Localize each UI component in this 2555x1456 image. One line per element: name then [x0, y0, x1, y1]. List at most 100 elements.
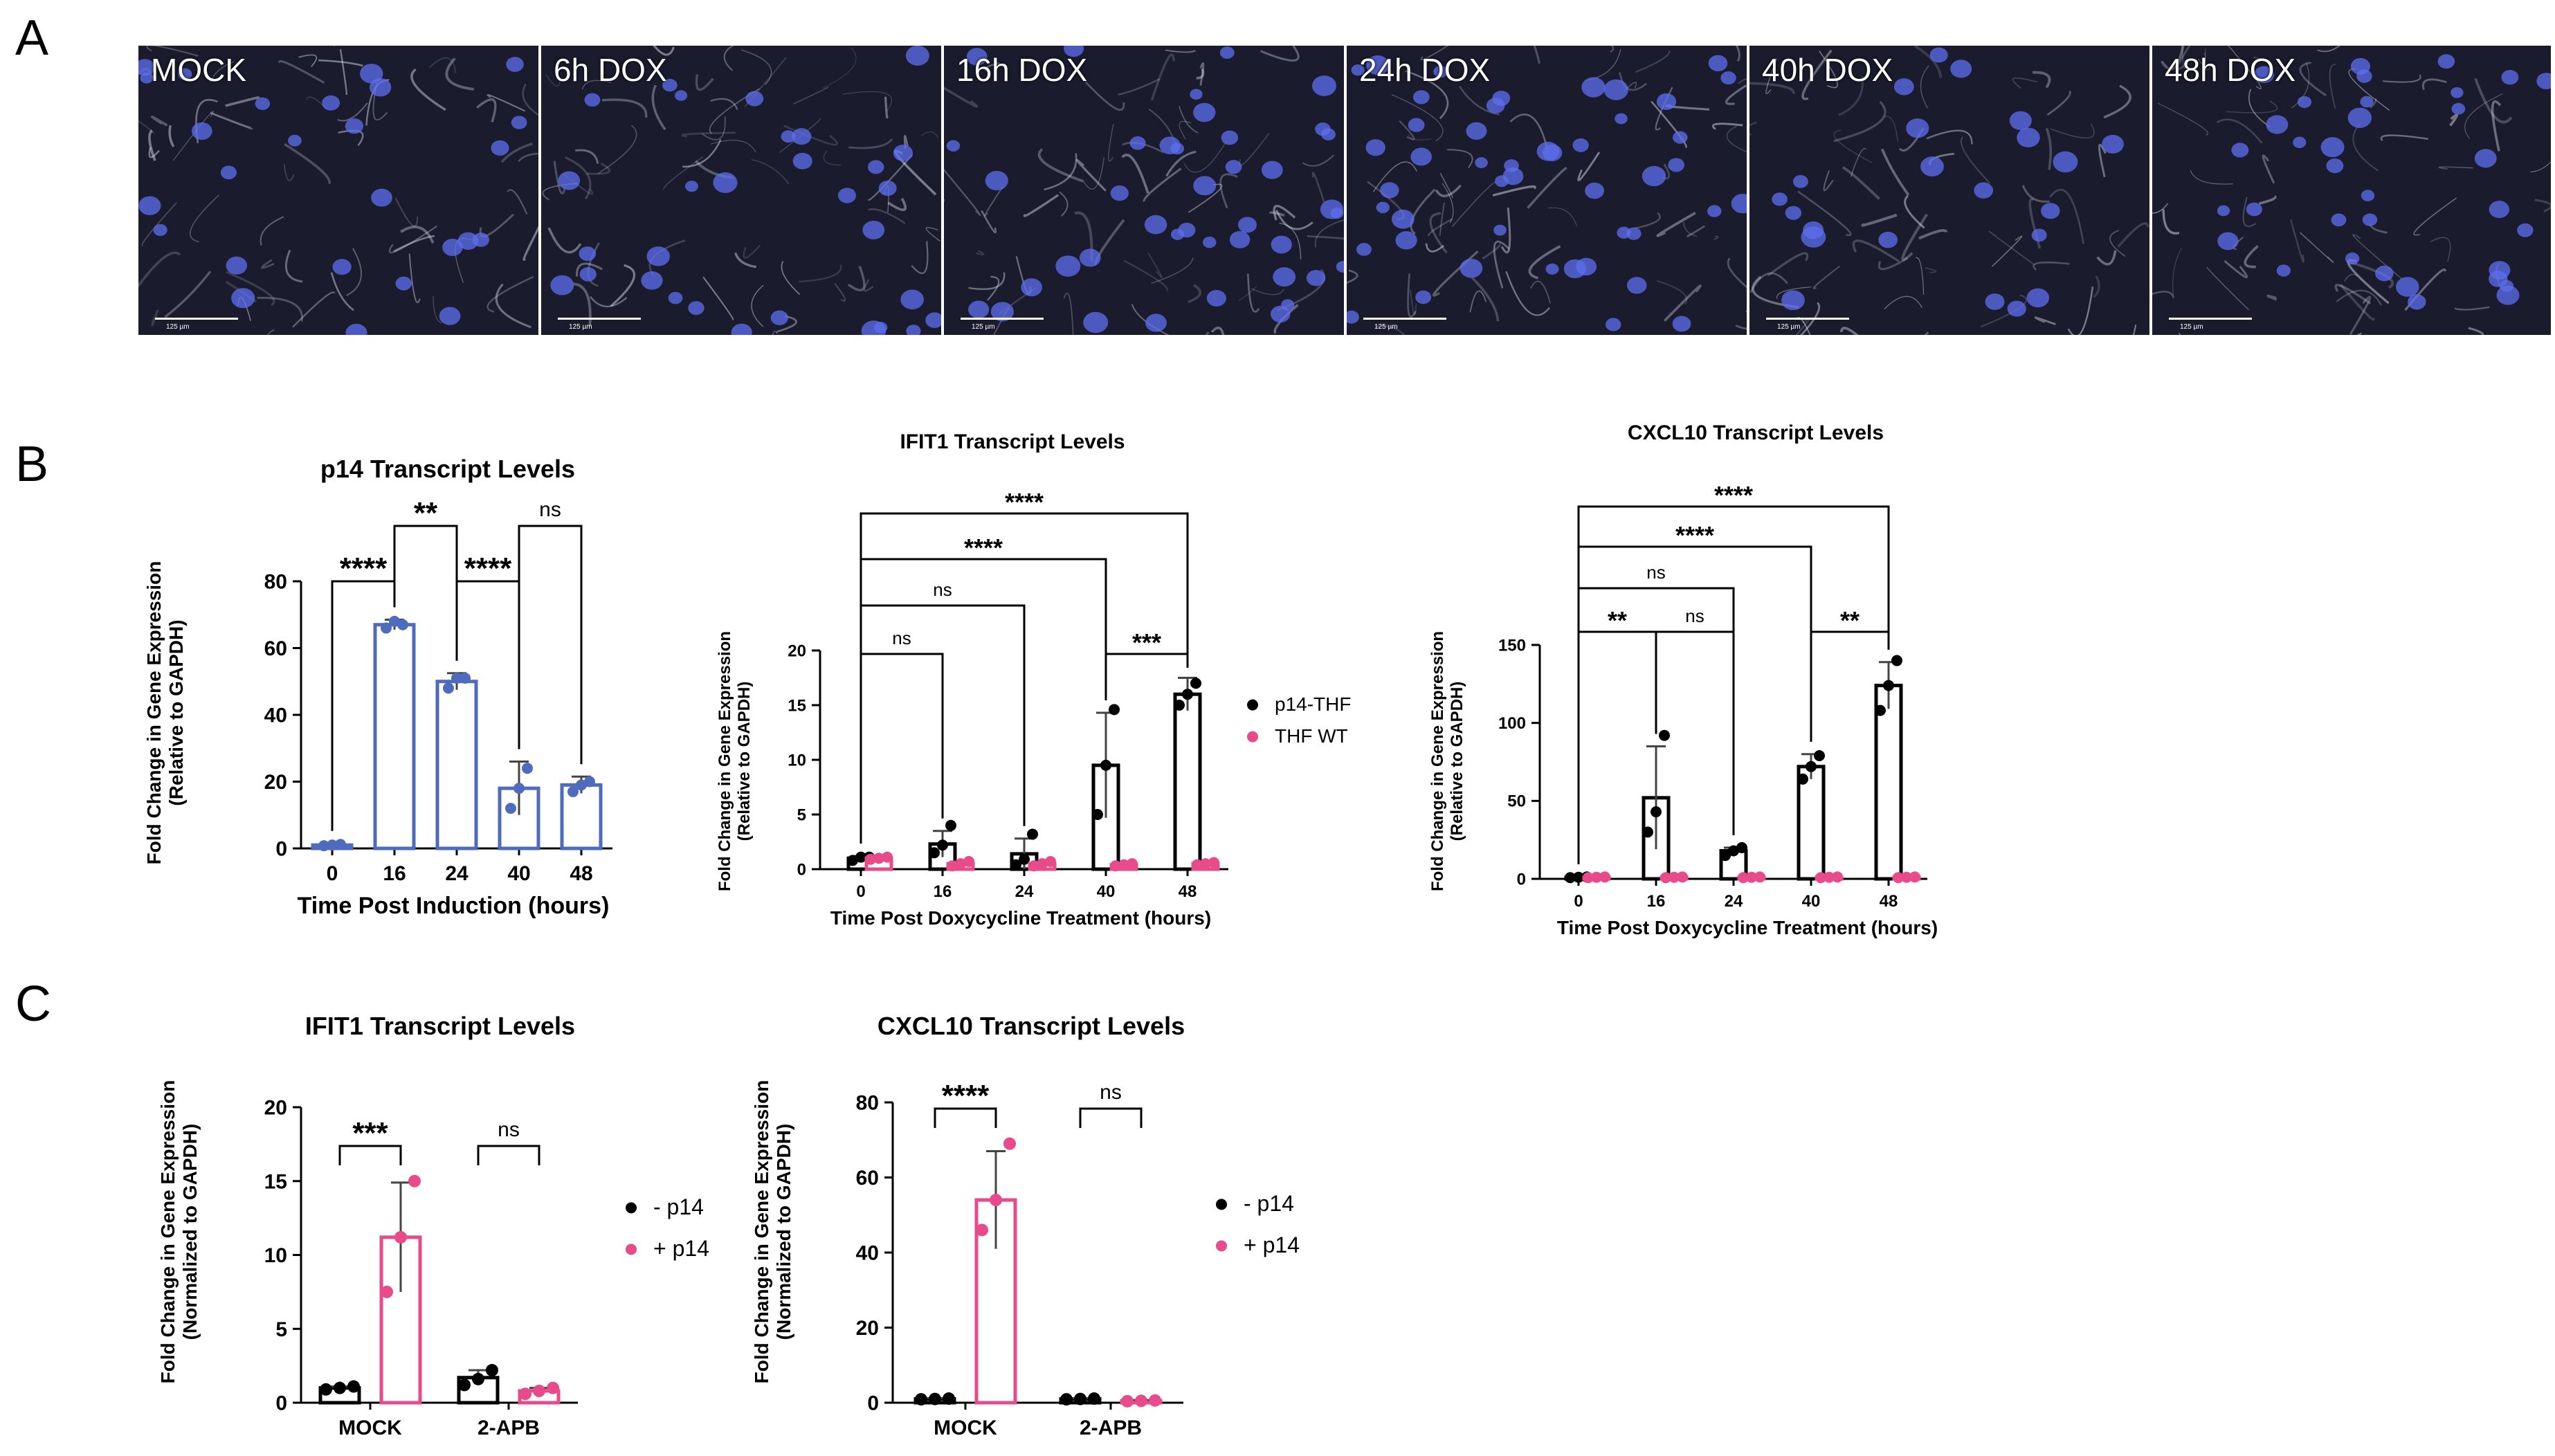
cytoskeleton-fiber [1530, 280, 1552, 304]
cytoskeleton-fiber [1493, 240, 1510, 289]
nucleus [2266, 115, 2289, 134]
cytoskeleton-fiber [1439, 172, 1454, 199]
cytoskeleton-fiber [776, 315, 797, 333]
x-tick-label: 2-APB [1080, 1417, 1142, 1439]
cytoskeleton-fiber [2290, 219, 2304, 263]
cytoskeleton-fiber [920, 131, 939, 138]
cytoskeleton-fiber [2197, 53, 2206, 65]
cytoskeleton-fiber [330, 272, 354, 311]
nucleus [506, 57, 524, 72]
cytoskeleton-fiber [565, 156, 592, 200]
cytoskeleton-fiber [1196, 68, 1205, 80]
cytoskeleton-fiber [1682, 221, 1698, 237]
cytoskeleton-fiber [1302, 154, 1335, 167]
nucleus [1312, 75, 1337, 96]
x-tick-label: 40 [1097, 882, 1116, 901]
cytoskeleton-fiber [284, 143, 331, 185]
significance-label: **** [942, 1079, 990, 1113]
cytoskeleton-fiber [2352, 123, 2379, 172]
cytoskeleton-fiber [2262, 154, 2275, 184]
data-point [584, 776, 595, 788]
cytoskeleton-fiber [2226, 100, 2278, 113]
cytoskeleton-fiber [2300, 232, 2334, 263]
data-point [855, 851, 866, 863]
nucleus [1626, 227, 1642, 240]
micrograph-image [944, 46, 1344, 335]
bar [560, 783, 603, 850]
cytoskeleton-fiber [1884, 295, 1922, 310]
y-axis-label: Fold Change in Gene Expression(Normalize… [751, 1080, 794, 1384]
significance-bracket [1577, 545, 1812, 864]
cytoskeleton-fiber [1797, 190, 1852, 237]
cytoskeleton-fiber [2259, 195, 2277, 205]
scale-bar [1363, 318, 1446, 320]
data-point [1121, 1394, 1134, 1408]
scale-bar-label: 125 µm [2180, 323, 2203, 331]
data-point [1182, 689, 1193, 700]
nucleus [985, 170, 1008, 191]
cytoskeleton-fiber [408, 253, 421, 303]
significance-label: ns [1646, 562, 1665, 583]
cytoskeleton-fiber [2228, 46, 2262, 89]
nucleus [1064, 46, 1084, 57]
scale-bar-label: 125 µm [972, 323, 995, 331]
nucleus [2496, 285, 2520, 305]
cytoskeleton-fiber [148, 129, 156, 161]
cytoskeleton-fiber [1635, 50, 1671, 73]
data-point [1037, 858, 1048, 870]
data-point [547, 1381, 559, 1394]
cytoskeleton-fiber [495, 283, 531, 329]
cytoskeleton-fiber [1439, 202, 1445, 236]
data-point [1190, 677, 1201, 689]
nucleus [369, 78, 392, 97]
nucleus [1626, 277, 1647, 294]
cytoskeleton-fiber [292, 291, 336, 328]
nucleus [1415, 290, 1432, 304]
nucleus [2474, 149, 2497, 168]
data-point [408, 1174, 421, 1187]
cytoskeleton-fiber [1711, 122, 1743, 130]
micrograph-6h-dox: 6h DOX 125 µm [541, 46, 941, 335]
cytoskeleton-fiber [2117, 222, 2149, 248]
cytoskeleton-fiber [1075, 158, 1107, 192]
data-point [327, 839, 338, 851]
nucleus [1536, 141, 1560, 161]
chart-title: CXCL10 Transcript Levels [1628, 421, 1884, 444]
x-tick-label: MOCK [934, 1417, 997, 1439]
data-point [1583, 872, 1594, 884]
cytoskeleton-fiber [2132, 325, 2137, 335]
data-point [915, 1393, 927, 1406]
significance-label: ** [1840, 606, 1860, 635]
cytoskeleton-fiber [1492, 185, 1536, 197]
chart-ifit1_b: IFIT1 Transcript Levels 0 5 10 15 20 Fold Chan… [716, 430, 1351, 929]
cytoskeleton-fiber [651, 84, 666, 131]
nucleus [1083, 311, 1109, 334]
panel-letter-b: B [15, 437, 49, 492]
scale-bar [1766, 318, 1849, 320]
nucleus [1781, 290, 1805, 311]
nucleus [946, 140, 961, 152]
data-point [458, 1378, 471, 1392]
nucleus [1707, 205, 1722, 217]
cytoskeleton-fiber [842, 91, 893, 112]
data-point [865, 853, 876, 865]
data-point [1660, 872, 1671, 884]
micrograph-label: 48h DOX [2165, 52, 2296, 88]
data-point [1174, 700, 1185, 711]
micrograph-24h-dox: 24h DOX 125 µm [1347, 46, 1747, 335]
data-point [1074, 1392, 1086, 1405]
nucleus [1408, 118, 1425, 132]
cytoskeleton-fiber [2172, 247, 2183, 296]
data-point [1110, 860, 1121, 872]
cytoskeleton-fiber [141, 202, 177, 246]
y-tick-label: 20 [264, 771, 287, 794]
cytoskeleton-fiber [1833, 129, 1873, 163]
x-axis-label: Time Post Doxycycline Treatment (hours) [1557, 917, 1938, 938]
cytoskeleton-fiber [1960, 136, 1991, 184]
cytoskeleton-fiber [2291, 62, 2310, 109]
cytoskeleton-fiber [1850, 147, 1867, 177]
cytoskeleton-fiber [2096, 250, 2117, 266]
micrograph-image [542, 46, 941, 335]
y-axis-label: Fold Change in Gene Expression(Relative … [716, 631, 754, 891]
nucleus [874, 321, 888, 334]
